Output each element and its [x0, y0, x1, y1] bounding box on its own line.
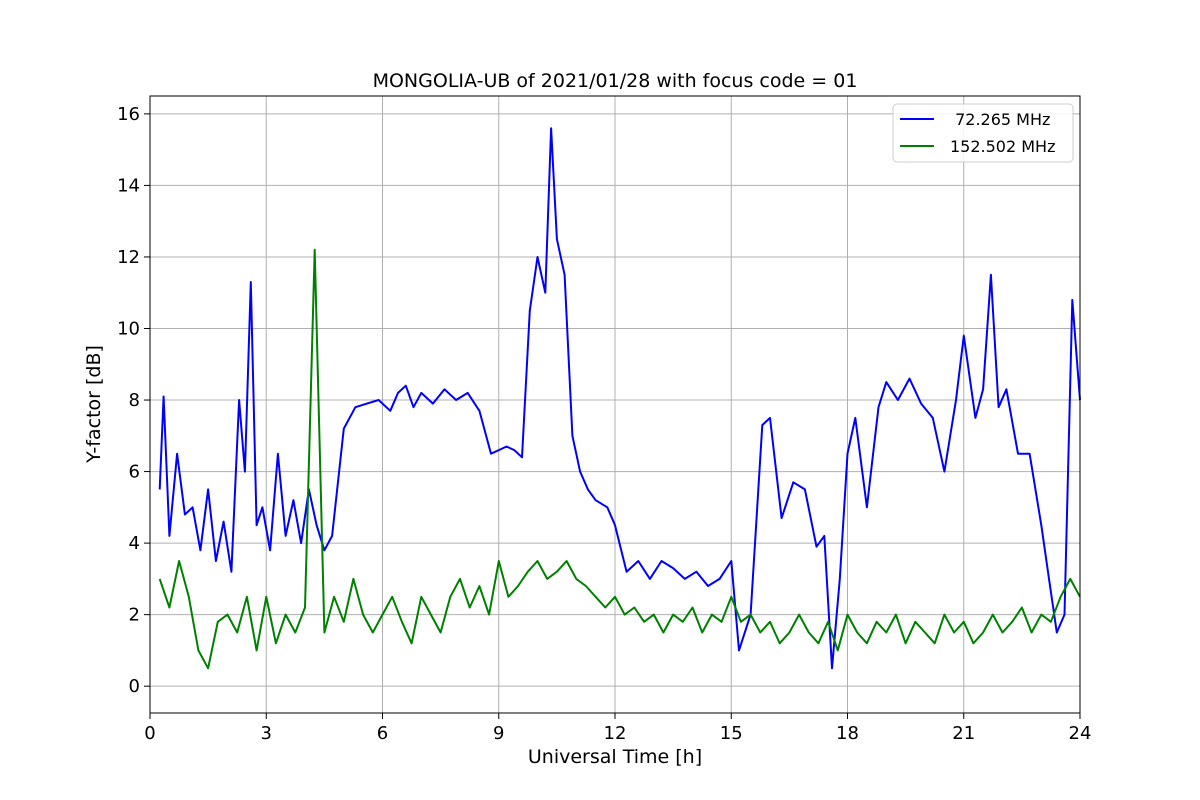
x-tick-label: 12: [604, 723, 627, 744]
x-tick-label: 18: [836, 723, 859, 744]
series-layer: [158, 127, 1081, 670]
grid: [149, 96, 1081, 713]
series-line-1: [158, 248, 1081, 670]
x-tick-label: 0: [144, 723, 155, 744]
y-tick-label: 4: [129, 533, 140, 554]
chart-title: MONGOLIA-UB of 2021/01/28 with focus cod…: [373, 70, 858, 92]
x-tick-label: 24: [1069, 723, 1092, 744]
y-axis-label: Y-factor [dB]: [83, 345, 105, 464]
y-tick-label: 6: [129, 462, 140, 483]
x-tick-label: 21: [952, 723, 975, 744]
x-axis-label: Universal Time [h]: [528, 746, 702, 768]
x-tick-label: 3: [261, 723, 272, 744]
y-tick-label: 10: [117, 318, 140, 339]
y-tick-label: 0: [129, 676, 140, 697]
x-tick-label: 6: [377, 723, 388, 744]
y-tick-label: 8: [129, 390, 140, 411]
x-tick-label: 9: [493, 723, 504, 744]
y-tick-label: 12: [117, 247, 140, 268]
y-tick-label: 14: [117, 175, 140, 196]
legend-label-152mhz: 152.502 MHz: [950, 137, 1055, 156]
y-tick-label: 16: [117, 104, 140, 125]
legend-box: [892, 103, 1074, 163]
series-line-0: [158, 127, 1081, 670]
x-tick-label: 15: [720, 723, 743, 744]
y-tick-label: 2: [129, 605, 140, 626]
legend: 72.265 MHz 152.502 MHz: [892, 103, 1074, 163]
legend-label-72mhz: 72.265 MHz: [950, 110, 1050, 129]
